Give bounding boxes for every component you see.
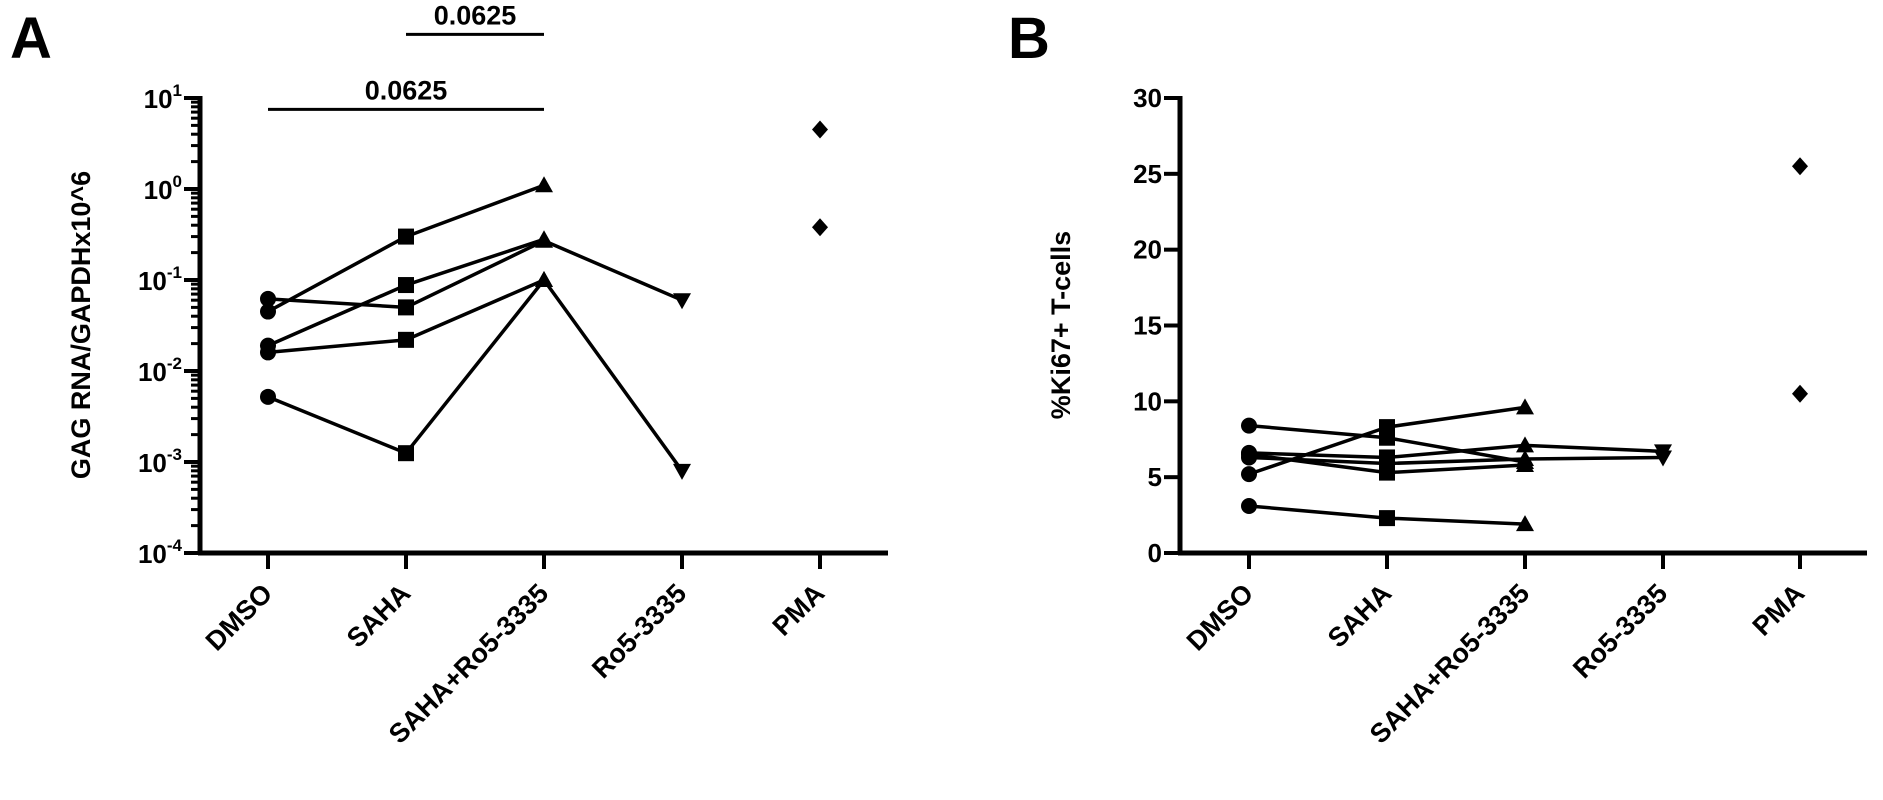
data-point bbox=[1379, 455, 1395, 472]
data-point bbox=[1516, 436, 1534, 453]
data-point bbox=[1516, 398, 1534, 415]
y-tick-label: 5 bbox=[1148, 462, 1162, 492]
y-tick-base: 10 bbox=[144, 175, 173, 205]
y-axis-title: %Ki67+ T-cells bbox=[1046, 231, 1076, 419]
x-tick-label: SAHA bbox=[341, 578, 416, 653]
data-point bbox=[1379, 419, 1395, 436]
x-tick-label: DMSO bbox=[1181, 578, 1259, 656]
y-tick-label: 25 bbox=[1133, 159, 1162, 189]
p-value-label: 0.0625 bbox=[434, 0, 517, 30]
y-tick-label: 10-4 bbox=[138, 536, 183, 569]
y-tick-label: 20 bbox=[1133, 235, 1162, 265]
panel-letter: A bbox=[10, 6, 52, 71]
data-point bbox=[1516, 449, 1534, 466]
data-point bbox=[398, 331, 414, 348]
data-point bbox=[1654, 450, 1672, 467]
y-tick-label: 10 bbox=[1133, 386, 1162, 416]
data-point bbox=[1241, 497, 1257, 514]
data-point bbox=[812, 218, 828, 237]
data-point bbox=[1379, 510, 1395, 527]
data-point bbox=[398, 445, 414, 462]
series-line bbox=[1248, 455, 1664, 466]
x-tick-label: Ro5-3335 bbox=[586, 578, 692, 684]
x-tick-label: DMSO bbox=[200, 578, 278, 656]
y-tick-exponent: 1 bbox=[173, 81, 182, 100]
y-tick-label: 10-3 bbox=[138, 445, 182, 478]
y-tick-base: 10 bbox=[138, 448, 167, 478]
y-tick-label: 30 bbox=[1133, 83, 1162, 113]
data-point bbox=[1792, 384, 1808, 403]
data-point bbox=[812, 120, 828, 139]
x-tick-label: SAHA bbox=[1322, 578, 1397, 653]
data-point bbox=[535, 230, 553, 247]
series-line bbox=[267, 238, 683, 310]
y-tick-exponent: -1 bbox=[167, 263, 182, 282]
y-tick-base: 10 bbox=[144, 84, 173, 114]
y-tick-exponent: -4 bbox=[167, 536, 183, 555]
data-point bbox=[1516, 515, 1534, 532]
series-line bbox=[267, 278, 684, 472]
data-point bbox=[1241, 417, 1257, 434]
y-tick-label: 0 bbox=[1148, 538, 1162, 568]
data-point bbox=[260, 344, 276, 361]
data-point bbox=[535, 271, 553, 287]
x-tick-label: PMA bbox=[767, 578, 831, 642]
data-point bbox=[1241, 449, 1257, 466]
y-tick-base: 10 bbox=[138, 266, 167, 296]
y-tick-base: 10 bbox=[138, 357, 167, 387]
data-point bbox=[673, 463, 691, 480]
y-tick-label: 10-2 bbox=[138, 354, 182, 387]
y-axis-title: GAG RNA/GAPDHx10^6 bbox=[66, 171, 96, 479]
x-tick-label: PMA bbox=[1747, 578, 1811, 642]
y-tick-exponent: -3 bbox=[167, 445, 182, 464]
data-point bbox=[398, 228, 414, 245]
series-line bbox=[1248, 443, 1664, 460]
y-tick-base: 10 bbox=[138, 539, 167, 569]
data-point bbox=[1241, 466, 1257, 483]
data-point bbox=[260, 388, 276, 405]
data-point bbox=[535, 176, 553, 193]
x-tick-label: Ro5-3335 bbox=[1567, 578, 1673, 684]
data-point bbox=[260, 303, 276, 320]
data-point bbox=[673, 293, 691, 310]
y-tick-exponent: -2 bbox=[167, 354, 182, 373]
data-point bbox=[398, 299, 414, 316]
y-tick-label: 10-1 bbox=[138, 263, 182, 296]
panel-letter: B bbox=[1008, 6, 1050, 71]
y-tick-label: 15 bbox=[1133, 311, 1162, 341]
data-point bbox=[1792, 157, 1808, 176]
data-point bbox=[260, 290, 276, 307]
data-point bbox=[398, 277, 414, 294]
y-tick-label: 101 bbox=[144, 81, 182, 114]
y-tick-exponent: 0 bbox=[173, 172, 182, 191]
p-value-label: 0.0625 bbox=[365, 75, 448, 105]
y-tick-label: 100 bbox=[144, 172, 182, 205]
